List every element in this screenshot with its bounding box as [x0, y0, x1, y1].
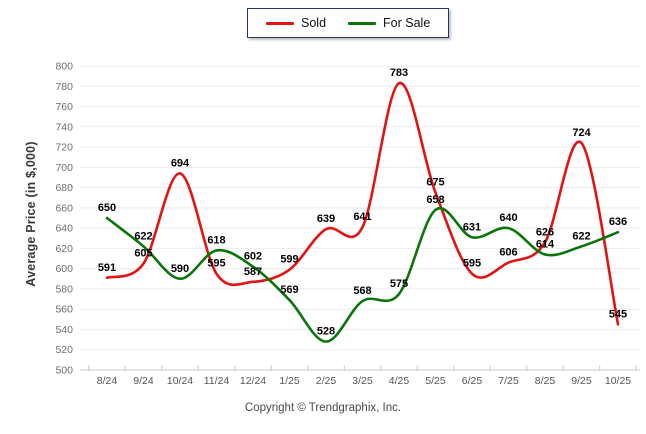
data-label-sold: 694 [171, 157, 190, 169]
x-tick-label: 12/24 [240, 375, 266, 387]
y-tick-label: 640 [55, 223, 73, 235]
data-label-sold: 591 [98, 262, 116, 274]
sold-line [105, 81, 620, 326]
x-tick-label: 4/25 [389, 375, 410, 387]
y-tick-label: 580 [55, 283, 73, 295]
data-label-sold: 641 [353, 211, 371, 223]
for-sale-line [105, 206, 620, 343]
for-sale-line-swatch [348, 21, 377, 25]
x-tick-label: 8/24 [97, 375, 118, 387]
y-tick-label: 540 [55, 324, 73, 336]
x-tick-label: 9/25 [571, 375, 592, 387]
y-tick-label: 680 [55, 182, 73, 194]
legend: Sold For Sale [247, 8, 450, 38]
x-tick-label: 6/25 [462, 375, 483, 387]
data-label-sold: 675 [426, 177, 444, 189]
legend-label-sold: Sold [301, 15, 327, 30]
x-tick-label: 10/25 [605, 375, 631, 387]
data-label-sold: 595 [207, 258, 225, 270]
data-label-sold: 595 [463, 258, 481, 270]
data-label-for-sale: 590 [171, 263, 189, 275]
data-label-for-sale: 528 [317, 326, 335, 338]
data-label-sold: 626 [536, 226, 554, 238]
data-label-for-sale: 618 [207, 234, 225, 246]
y-tick-label: 740 [55, 121, 73, 133]
data-label-for-sale: 575 [390, 278, 408, 290]
x-tick-label: 2/25 [316, 375, 337, 387]
legend-item-sold: Sold [266, 17, 326, 30]
data-label-for-sale: 658 [426, 194, 444, 206]
y-tick-label: 700 [55, 162, 73, 174]
y-tick-label: 780 [55, 81, 73, 93]
y-tick-label: 500 [55, 365, 73, 377]
x-tick-label: 11/24 [204, 375, 230, 387]
y-tick-label: 520 [55, 344, 73, 356]
y-tick-label: 800 [55, 61, 73, 73]
data-label-for-sale: 650 [98, 202, 116, 214]
x-tick-label: 7/25 [498, 375, 519, 387]
data-label-sold: 606 [499, 247, 517, 259]
y-tick-label: 720 [55, 142, 73, 154]
data-label-for-sale: 622 [572, 230, 590, 242]
data-label-sold: 599 [280, 254, 298, 266]
data-label-sold: 587 [244, 266, 262, 278]
data-label-for-sale: 636 [609, 216, 627, 228]
data-label-sold: 724 [572, 127, 591, 139]
y-tick-label: 600 [55, 263, 73, 275]
x-tick-label: 1/25 [279, 375, 300, 387]
x-tick-label: 9/24 [133, 375, 154, 387]
data-label-for-sale: 602 [244, 251, 262, 263]
data-label-for-sale: 640 [499, 212, 517, 224]
data-label-for-sale: 614 [536, 238, 555, 250]
y-tick-label: 760 [55, 101, 73, 113]
data-label-for-sale: 569 [280, 284, 298, 296]
data-label-sold: 783 [390, 67, 408, 79]
x-tick-label: 8/25 [535, 375, 556, 387]
data-label-sold: 639 [317, 213, 335, 225]
copyright-text: Copyright © Trendgraphix, Inc. [244, 402, 402, 414]
data-label-sold: 605 [134, 248, 152, 260]
data-label-sold: 545 [609, 308, 627, 320]
y-tick-label: 560 [55, 304, 73, 316]
x-tick-label: 5/25 [425, 375, 446, 387]
y-tick-label: 620 [55, 243, 73, 255]
data-label-for-sale: 568 [353, 285, 371, 297]
legend-item-for-sale: For Sale [348, 17, 430, 30]
legend-label-for-sale: For Sale [383, 15, 431, 30]
sold-line-swatch [266, 21, 294, 25]
y-tick-label: 660 [55, 202, 73, 214]
x-tick-label: 10/24 [167, 375, 193, 387]
data-label-for-sale: 631 [463, 221, 481, 233]
data-label-for-sale: 622 [134, 230, 152, 242]
x-tick-label: 3/25 [352, 375, 373, 387]
